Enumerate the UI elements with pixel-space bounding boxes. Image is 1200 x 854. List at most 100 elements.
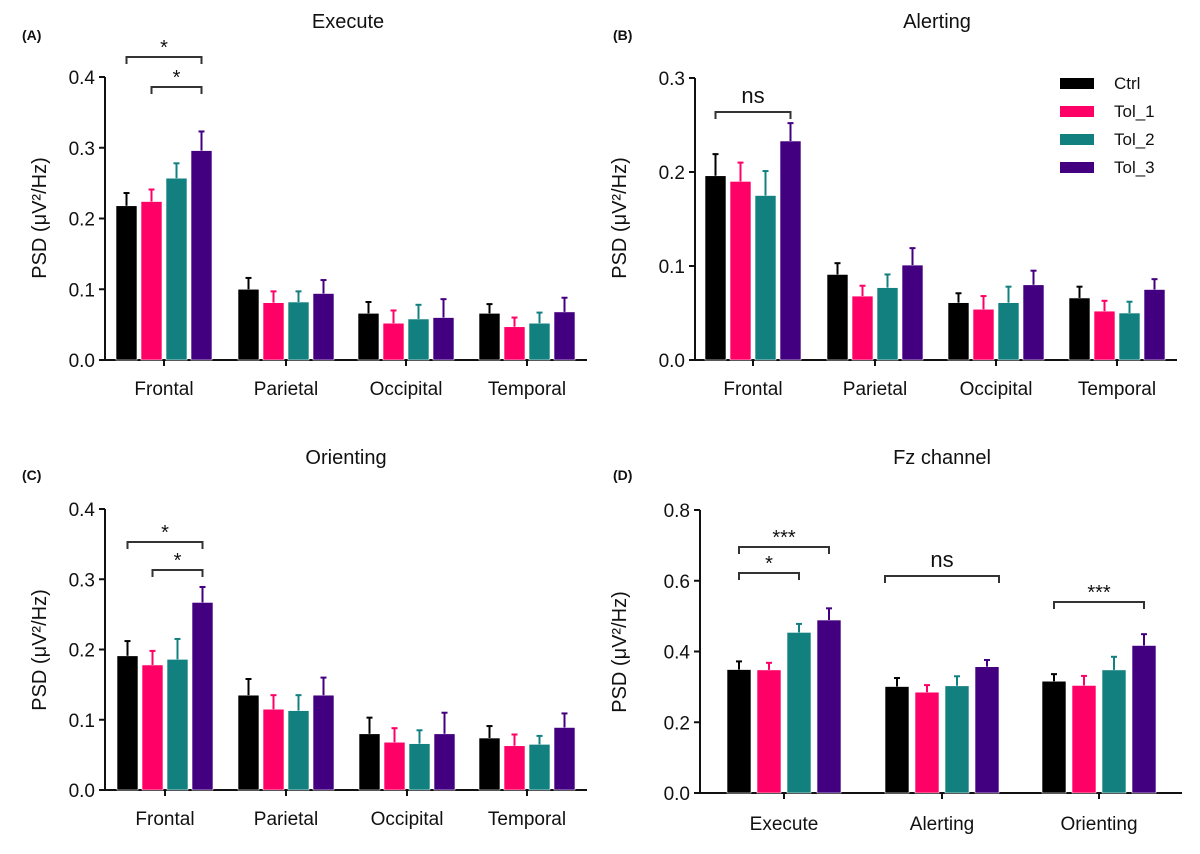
significance-bracket	[714, 111, 792, 119]
y-tick-label: 0.2	[659, 163, 685, 184]
bar-tol-1	[262, 708, 285, 791]
y-tick-label: 0.1	[69, 280, 95, 301]
bar-tol-2	[408, 743, 431, 791]
bar-tol-3	[553, 311, 576, 361]
y-tick-label: 0.0	[659, 351, 685, 372]
legend-swatch-tol-3	[1060, 162, 1094, 173]
y-tick-label: 0.0	[664, 784, 690, 805]
bar-ctrl	[826, 274, 849, 361]
panel-letter: (C)	[22, 467, 41, 483]
x-tick-label: Execute	[750, 814, 819, 835]
bar-tol-3	[816, 619, 842, 794]
significance-label: *	[161, 522, 169, 544]
x-tick-label: Frontal	[723, 379, 782, 400]
bar-ctrl	[116, 655, 139, 791]
bar-tol-3	[312, 694, 335, 791]
bar-tol-2	[1118, 312, 1141, 361]
bar-ctrl	[478, 737, 501, 791]
chart-title: Orienting	[305, 447, 386, 469]
bar-tol-3	[1131, 645, 1157, 794]
bar-ctrl	[358, 733, 381, 791]
bar-ctrl	[1068, 297, 1091, 361]
x-tick-label: Orienting	[1060, 814, 1137, 835]
bar-tol-3	[974, 666, 1000, 794]
bar-tol-1	[382, 322, 405, 361]
bar-ctrl	[726, 669, 752, 794]
y-tick-label: 0.2	[664, 713, 690, 734]
bar-ctrl	[704, 175, 727, 361]
y-tick-label: 0.0	[69, 351, 95, 372]
bar-tol-1	[503, 326, 526, 361]
bar-tol-1	[972, 308, 995, 361]
legend-label: Ctrl	[1114, 74, 1140, 93]
significance-label: ns	[741, 83, 764, 108]
bar-tol-2	[528, 744, 551, 791]
x-tick-label: Alerting	[910, 814, 974, 835]
y-tick-label: 0.6	[664, 572, 690, 593]
bar-tol-3	[779, 140, 802, 361]
significance-bracket	[150, 86, 203, 94]
bar-tol-3	[1143, 289, 1166, 361]
legend-label: Tol_2	[1114, 130, 1155, 149]
bar-tol-2	[528, 322, 551, 361]
significance-label: *	[173, 67, 181, 89]
x-tick-label: Parietal	[254, 809, 318, 830]
bar-tol-2	[287, 301, 310, 361]
y-axis-label: PSD (μV²/Hz)	[29, 157, 51, 279]
x-tick-label: Parietal	[254, 379, 318, 400]
significance-label: ns	[930, 547, 953, 572]
bar-tol-3	[901, 264, 924, 361]
significance-label: *	[174, 550, 182, 572]
x-tick-label: Occipital	[371, 809, 444, 830]
significance-label: *	[765, 553, 773, 575]
bar-tol-2	[786, 632, 812, 794]
panel-letter: (B)	[613, 27, 632, 43]
legend-swatch-ctrl	[1060, 78, 1094, 89]
significance-bracket	[1053, 601, 1145, 609]
bar-ctrl	[1041, 680, 1067, 794]
panel-letter: (D)	[613, 467, 632, 483]
x-tick-label: Temporal	[1078, 379, 1156, 400]
significance-label: ***	[1087, 582, 1111, 604]
bar-ctrl	[947, 302, 970, 361]
significance-bracket	[151, 569, 204, 577]
bar-tol-2	[287, 710, 310, 791]
legend-swatch-tol-2	[1060, 134, 1094, 145]
significance-bracket	[125, 56, 203, 64]
y-tick-label: 0.3	[69, 570, 95, 591]
bar-ctrl	[357, 313, 380, 361]
significance-label: *	[160, 37, 168, 59]
bar-tol-3	[432, 317, 455, 361]
bar-tol-1	[383, 741, 406, 791]
bar-tol-1	[140, 201, 163, 361]
bar-tol-2	[997, 302, 1020, 361]
significance-bracket	[126, 541, 204, 549]
bar-tol-3	[1022, 284, 1045, 361]
significance-bracket	[738, 546, 830, 554]
bar-tol-3	[312, 293, 335, 361]
bar-tol-2	[754, 195, 777, 361]
bar-tol-2	[407, 318, 430, 361]
y-axis-label: PSD (μV²/Hz)	[609, 591, 631, 713]
x-tick-label: Parietal	[843, 379, 907, 400]
y-tick-label: 0.3	[69, 139, 95, 160]
y-tick-label: 0.2	[69, 641, 95, 662]
bar-tol-1	[729, 181, 752, 361]
x-tick-label: Frontal	[135, 809, 194, 830]
legend-swatch-tol-1	[1060, 106, 1094, 117]
bar-tol-3	[190, 150, 213, 361]
bar-ctrl	[115, 205, 138, 361]
x-tick-label: Occipital	[960, 379, 1033, 400]
bar-ctrl	[478, 313, 501, 361]
bar-tol-2	[1101, 669, 1127, 794]
x-tick-label: Frontal	[134, 379, 193, 400]
bar-tol-1	[851, 295, 874, 361]
bar-tol-2	[165, 177, 188, 361]
y-tick-label: 0.4	[69, 68, 96, 89]
bar-tol-1	[914, 691, 940, 794]
y-axis-label: PSD (μV²/Hz)	[29, 589, 51, 711]
significance-bracket	[884, 575, 1000, 583]
bar-tol-1	[141, 664, 164, 791]
bar-tol-1	[262, 302, 285, 361]
